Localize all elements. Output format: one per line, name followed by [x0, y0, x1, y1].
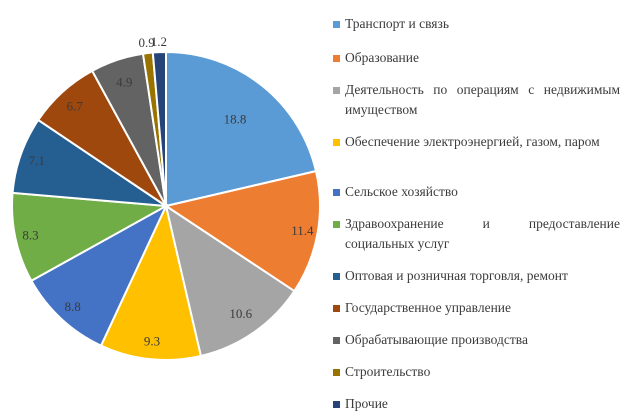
legend-label: Прочие	[345, 396, 388, 411]
pie-chart: 18.8 11.4 10.6 9.3 8.8 8.3 7.1 6.7 4.9 0.9 1.2	[11, 34, 321, 361]
pie-slice	[163, 169, 321, 293]
data-label: 6.7	[67, 98, 84, 113]
data-label: 18.8	[224, 112, 247, 127]
legend-label: Сельское хозяйство	[345, 184, 458, 199]
data-label: 11.4	[291, 223, 314, 238]
legend-label: Оптовая и розничная торговля, ремонт	[345, 268, 568, 283]
legend-marker	[333, 221, 340, 228]
data-label: 9.3	[144, 333, 160, 348]
legend-item: Оптовая и розничная торговля, ремонт	[333, 266, 620, 286]
legend-item: Сельское хозяйство	[333, 182, 620, 202]
legend-item: Строительство	[333, 362, 620, 382]
legend-marker	[333, 87, 340, 94]
pie-slice	[30, 203, 169, 347]
legend-marker	[333, 139, 340, 146]
data-label: 1.2	[151, 34, 167, 49]
legend-label: Деятельность по операциям с недвижимым и…	[345, 82, 620, 117]
legend-label: Государственное управление	[345, 300, 512, 315]
legend-marker	[333, 305, 340, 312]
legend-label: Строительство	[345, 364, 431, 379]
legend-label: Обрабатывающие производства	[345, 332, 528, 347]
legend-label: Образование	[345, 50, 419, 65]
legend-item: Обрабатывающие производства	[333, 330, 620, 350]
pie-slice	[151, 50, 167, 207]
pie-slice	[11, 191, 170, 283]
legend-item: Здравоохранение и предоставление социаль…	[333, 214, 620, 254]
data-label: 7.1	[29, 153, 45, 168]
legend-item: Обеспечение электроэнергией, газом, паро…	[333, 132, 620, 152]
legend-item: Транспорт и связь	[333, 14, 620, 34]
legend-marker	[333, 55, 340, 62]
legend-marker	[333, 401, 340, 408]
legend-item: Государственное управление	[333, 298, 620, 318]
data-label: 10.6	[229, 306, 252, 321]
legend-item: Образование	[333, 48, 620, 68]
data-label: 8.3	[22, 228, 38, 243]
pie-slice	[99, 202, 203, 361]
legend-item: Деятельность по операциям с недвижимым и…	[333, 80, 620, 120]
pie-slice	[164, 203, 296, 358]
legend-marker	[333, 369, 340, 376]
legend-marker	[333, 189, 340, 196]
data-label: 4.9	[116, 74, 132, 89]
data-label: 8.8	[64, 299, 80, 314]
pie-chart-svg: 18.8 11.4 10.6 9.3 8.8 8.3 7.1 6.7 4.9 0.91.2	[11, 34, 321, 361]
legend-marker	[333, 337, 340, 344]
legend-label: Здравоохранение и предоставление социаль…	[345, 216, 620, 251]
legend-item: Прочие	[333, 394, 620, 414]
data-label: 0.9	[138, 35, 154, 50]
legend-label: Транспорт и связь	[345, 16, 449, 31]
legend-label: Обеспечение электроэнергией, газом, паро…	[345, 134, 600, 149]
legend-marker	[333, 273, 340, 280]
pie-slice	[165, 50, 318, 208]
legend-marker	[333, 21, 340, 28]
